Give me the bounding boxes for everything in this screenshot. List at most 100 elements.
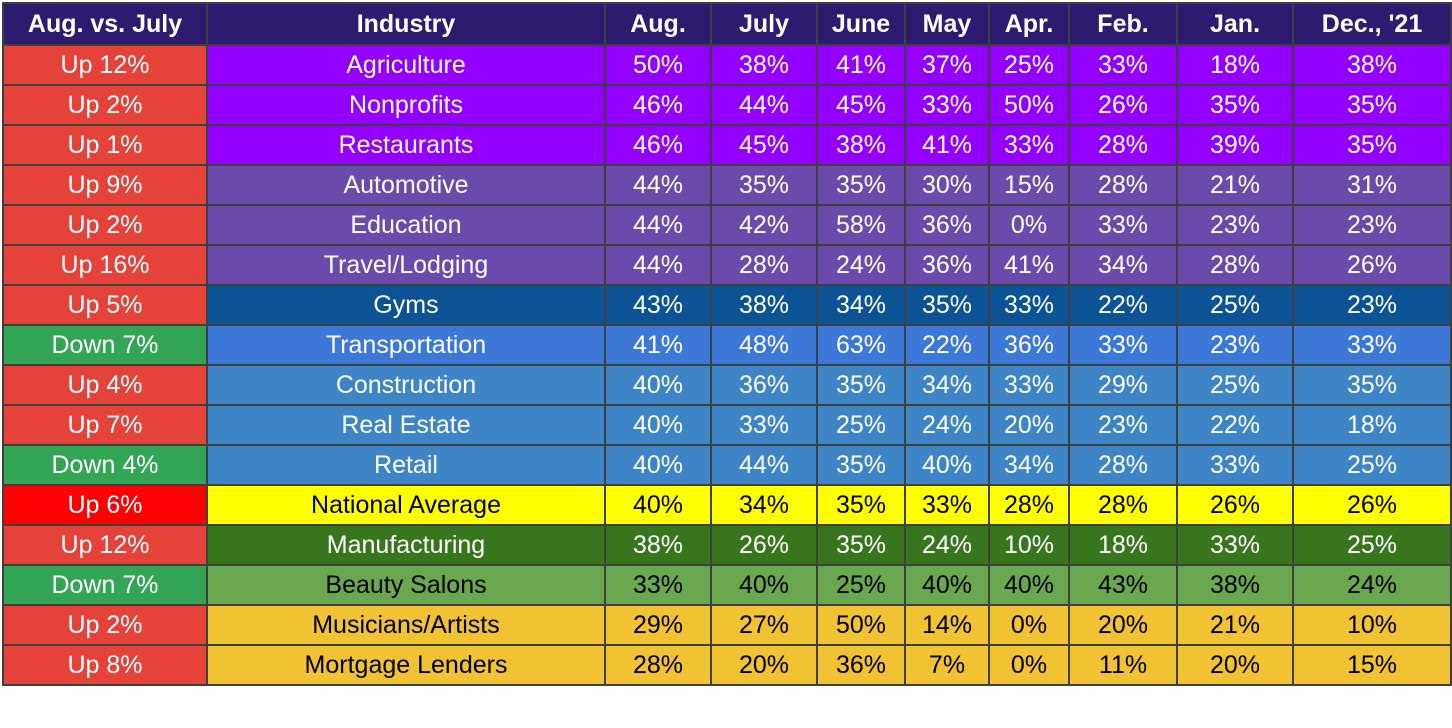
industry-cell: Retail bbox=[206, 444, 606, 486]
value-cell: 35% bbox=[816, 364, 906, 406]
value-cell: 15% bbox=[988, 164, 1070, 206]
value-cell: 25% bbox=[1292, 524, 1452, 566]
value-cell: 35% bbox=[816, 484, 906, 526]
value-cell: 33% bbox=[904, 484, 990, 526]
value-cell: 63% bbox=[816, 324, 906, 366]
table-row: Up 9% Automotive 44% 35% 35% 30% 15% 28% 21% 31% bbox=[2, 164, 1452, 206]
value-cell: 14% bbox=[904, 604, 990, 646]
value-cell: 58% bbox=[816, 204, 906, 246]
value-cell: 45% bbox=[710, 124, 818, 166]
value-cell: 44% bbox=[710, 444, 818, 486]
value-cell: 44% bbox=[604, 204, 712, 246]
value-cell: 43% bbox=[604, 284, 712, 326]
value-cell: 39% bbox=[1176, 124, 1294, 166]
table-row: Up 4% Construction 40% 36% 35% 34% 33% 29% 25% 35… bbox=[2, 364, 1452, 406]
value-cell: 40% bbox=[604, 364, 712, 406]
value-cell: 38% bbox=[710, 44, 818, 86]
value-cell: 38% bbox=[816, 124, 906, 166]
value-cell: 35% bbox=[816, 524, 906, 566]
value-cell: 40% bbox=[904, 564, 990, 606]
table-row: Down 7% Transportation 41% 48% 63% 22% 36% 33% 2… bbox=[2, 324, 1452, 366]
industry-cell: Agriculture bbox=[206, 44, 606, 86]
value-cell: 36% bbox=[904, 244, 990, 286]
change-cell: Up 8% bbox=[2, 644, 208, 686]
value-cell: 35% bbox=[710, 164, 818, 206]
value-cell: 35% bbox=[1292, 124, 1452, 166]
value-cell: 31% bbox=[1292, 164, 1452, 206]
value-cell: 26% bbox=[1292, 484, 1452, 526]
column-header: June bbox=[816, 2, 906, 46]
table-row: Up 16% Travel/Lodging 44% 28% 24% 36% 41% 34% 28… bbox=[2, 244, 1452, 286]
column-header: Aug. bbox=[604, 2, 712, 46]
industry-cell: Travel/Lodging bbox=[206, 244, 606, 286]
value-cell: 44% bbox=[604, 164, 712, 206]
value-cell: 10% bbox=[988, 524, 1070, 566]
column-header: Apr. bbox=[988, 2, 1070, 46]
value-cell: 21% bbox=[1176, 164, 1294, 206]
value-cell: 37% bbox=[904, 44, 990, 86]
value-cell: 22% bbox=[1176, 404, 1294, 446]
value-cell: 29% bbox=[604, 604, 712, 646]
change-cell: Up 4% bbox=[2, 364, 208, 406]
value-cell: 36% bbox=[710, 364, 818, 406]
value-cell: 7% bbox=[904, 644, 990, 686]
value-cell: 40% bbox=[904, 444, 990, 486]
industry-cell: Real Estate bbox=[206, 404, 606, 446]
industry-cell: Education bbox=[206, 204, 606, 246]
value-cell: 41% bbox=[904, 124, 990, 166]
value-cell: 20% bbox=[1176, 644, 1294, 686]
table-row: Up 6% National Average 40% 34% 35% 33% 28% 28% 2… bbox=[2, 484, 1452, 526]
value-cell: 33% bbox=[1176, 524, 1294, 566]
value-cell: 24% bbox=[904, 524, 990, 566]
value-cell: 34% bbox=[988, 444, 1070, 486]
table-row: Down 4% Retail 40% 44% 35% 40% 34% 28% 33% 25% bbox=[2, 444, 1452, 486]
value-cell: 0% bbox=[988, 204, 1070, 246]
change-cell: Down 7% bbox=[2, 564, 208, 606]
industry-cell: Restaurants bbox=[206, 124, 606, 166]
value-cell: 46% bbox=[604, 124, 712, 166]
value-cell: 23% bbox=[1292, 204, 1452, 246]
change-cell: Up 5% bbox=[2, 284, 208, 326]
value-cell: 28% bbox=[1068, 124, 1178, 166]
table-row: Up 12% Manufacturing 38% 26% 35% 24% 10% 18% 33%… bbox=[2, 524, 1452, 566]
table-row: Up 7% Real Estate 40% 33% 25% 24% 20% 23% 22% 18% bbox=[2, 404, 1452, 446]
value-cell: 33% bbox=[1176, 444, 1294, 486]
change-cell: Up 2% bbox=[2, 204, 208, 246]
industry-cell: Mortgage Lenders bbox=[206, 644, 606, 686]
change-cell: Up 12% bbox=[2, 524, 208, 566]
value-cell: 33% bbox=[604, 564, 712, 606]
value-cell: 18% bbox=[1176, 44, 1294, 86]
value-cell: 26% bbox=[710, 524, 818, 566]
table-row: Down 7% Beauty Salons 33% 40% 25% 40% 40% 43% 38… bbox=[2, 564, 1452, 606]
change-cell: Up 2% bbox=[2, 84, 208, 126]
value-cell: 41% bbox=[816, 44, 906, 86]
value-cell: 15% bbox=[1292, 644, 1452, 686]
value-cell: 36% bbox=[816, 644, 906, 686]
industry-cell: Manufacturing bbox=[206, 524, 606, 566]
value-cell: 26% bbox=[1176, 484, 1294, 526]
value-cell: 25% bbox=[816, 564, 906, 606]
value-cell: 0% bbox=[988, 604, 1070, 646]
value-cell: 18% bbox=[1068, 524, 1178, 566]
value-cell: 25% bbox=[988, 44, 1070, 86]
table-row: Up 5% Gyms 43% 38% 34% 35% 33% 22% 25% 23% bbox=[2, 284, 1452, 326]
value-cell: 23% bbox=[1292, 284, 1452, 326]
value-cell: 25% bbox=[1176, 364, 1294, 406]
value-cell: 35% bbox=[1292, 84, 1452, 126]
value-cell: 48% bbox=[710, 324, 818, 366]
value-cell: 22% bbox=[904, 324, 990, 366]
value-cell: 24% bbox=[816, 244, 906, 286]
value-cell: 33% bbox=[1068, 44, 1178, 86]
change-cell: Up 1% bbox=[2, 124, 208, 166]
value-cell: 33% bbox=[988, 284, 1070, 326]
value-cell: 29% bbox=[1068, 364, 1178, 406]
value-cell: 34% bbox=[1068, 244, 1178, 286]
value-cell: 43% bbox=[1068, 564, 1178, 606]
column-header: Aug. vs. July bbox=[2, 2, 208, 46]
industry-cell: Beauty Salons bbox=[206, 564, 606, 606]
change-cell: Down 4% bbox=[2, 444, 208, 486]
value-cell: 35% bbox=[816, 164, 906, 206]
value-cell: 28% bbox=[604, 644, 712, 686]
column-header: Jan. bbox=[1176, 2, 1294, 46]
industry-cell: Gyms bbox=[206, 284, 606, 326]
